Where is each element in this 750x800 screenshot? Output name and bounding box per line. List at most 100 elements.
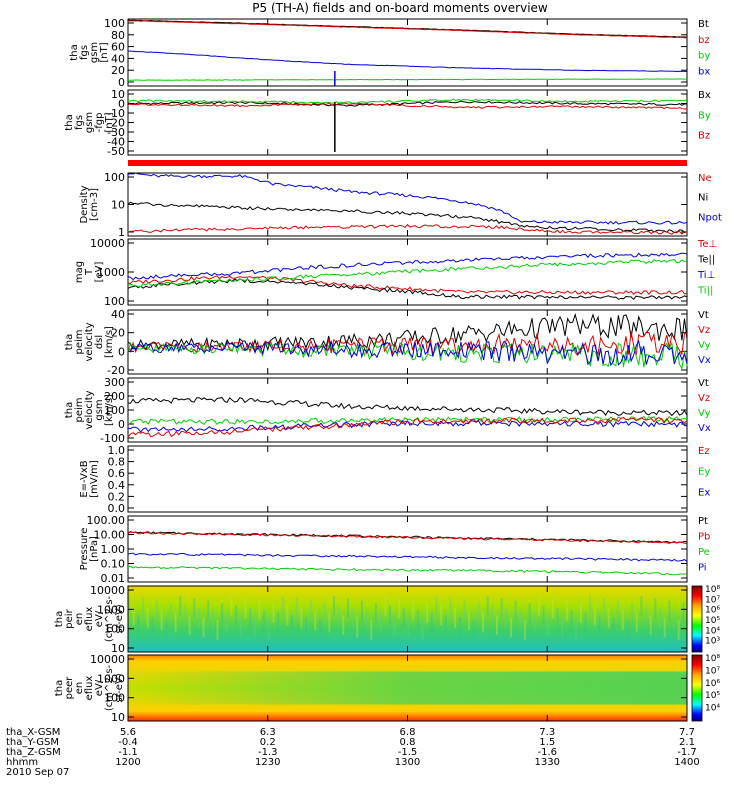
spectrogram-streak: [440, 605, 443, 626]
y-axis-label: thapeimvelocitydsl[km/s]: [64, 322, 115, 361]
y-tick-label: 0.0: [108, 502, 126, 515]
spectrogram-streak: [589, 595, 592, 616]
legend-Pt: Pt: [698, 516, 708, 527]
series-bz: [127, 20, 688, 39]
x-row-value: -1.5: [398, 747, 418, 758]
legend-Bx: Bx: [698, 90, 711, 101]
spectrogram-streak: [579, 603, 582, 623]
x-row-value: 0.2: [260, 737, 276, 748]
x-row-value: 7.7: [679, 727, 695, 738]
spectrogram-streak: [486, 595, 489, 616]
y-tick-label: -50: [107, 145, 125, 158]
spectrogram-streak: [393, 615, 396, 635]
y-tick-label: 60: [111, 41, 125, 54]
spectrogram-streak: [132, 605, 135, 626]
y-axis-label: E=-VxB[mV/m]: [79, 460, 100, 498]
spectrogram-streak: [211, 610, 214, 631]
panel-density: 100 10 1 Density[cm-3] Ne Ni Npot: [79, 171, 722, 239]
spectrogram-streak: [295, 598, 298, 619]
spectrogram-streak: [528, 603, 531, 623]
x-row-value: 1230: [255, 757, 280, 768]
series-Bz: [127, 102, 688, 110]
spectrogram-streak: [472, 619, 475, 640]
series-Ne: [127, 223, 688, 235]
legend-Ti||: Ti||: [697, 286, 713, 297]
spectrogram-streak: [654, 598, 657, 619]
series-Vz: [127, 331, 688, 357]
legend-Npot: Npot: [698, 212, 722, 223]
legend-Ne: Ne: [698, 173, 712, 184]
spectrogram-streak: [677, 619, 680, 640]
legend-Bt: Bt: [698, 19, 709, 30]
y-tick-label: 100.00: [87, 514, 126, 527]
series-Ti||: [127, 259, 688, 288]
y-tick-label: 1.0: [108, 444, 126, 457]
y-tick-label: 100: [104, 692, 125, 705]
spectrogram-streak: [253, 617, 256, 638]
y-tick-label: 100: [104, 623, 125, 636]
y-tick-label: 20: [111, 64, 125, 77]
series-By: [127, 98, 688, 104]
spectrogram-streak: [179, 595, 182, 616]
legend-Ti⊥: Ti⊥: [697, 270, 715, 281]
spectrogram-streak: [416, 610, 419, 631]
series-Vy: [127, 341, 688, 371]
x-row-label: hhmm: [6, 757, 38, 768]
series-Npot: [127, 172, 688, 225]
spectrogram-streak: [305, 617, 308, 638]
spectrogram-streak: [300, 607, 303, 628]
spectrogram-streak: [491, 605, 494, 626]
spectrogram-streak: [141, 598, 144, 619]
spectrogram-streak: [402, 607, 405, 628]
spectrogram-streak: [346, 598, 349, 619]
legend-Ey: Ey: [698, 467, 710, 478]
legend-Te||: Te||: [697, 255, 715, 266]
y-axis-label: Density[cm-3]: [79, 185, 100, 223]
y-tick-label: 10: [111, 199, 125, 212]
spectrogram-streak: [505, 607, 508, 628]
spectrogram: [128, 586, 687, 652]
colorbar: [691, 654, 703, 722]
colorbar-label: 10⁵: [705, 616, 720, 626]
y-axis-label: thafgsgsm[nT]: [69, 42, 110, 63]
figure-title: P5 (TH-A) fields and on-board moments ov…: [252, 1, 548, 15]
series-Vy: [127, 415, 688, 426]
x-row-value: 2.1: [679, 737, 695, 748]
spectrogram-streak: [314, 610, 317, 631]
colorbar: [691, 585, 703, 653]
legend-By: By: [698, 110, 711, 121]
x-row-value: 1.5: [539, 737, 555, 748]
spectrogram-streak: [360, 600, 363, 621]
colorbar-label: 10⁴: [705, 704, 720, 714]
spectrogram-streak: [584, 612, 587, 633]
y-tick-label: 100: [104, 404, 125, 417]
spectrogram-streak: [635, 612, 638, 633]
spectrogram-streak: [370, 619, 373, 640]
spectrogram-streak: [291, 615, 294, 635]
y-tick-label: 10: [111, 711, 125, 724]
spectrogram-streak: [430, 612, 433, 633]
x-row-value: 1400: [674, 757, 699, 768]
y-tick-label: -100: [100, 432, 125, 445]
x-row-value: 7.3: [539, 727, 555, 738]
spectrogram-streak: [626, 619, 629, 640]
panel-efield: 1.00.80.60.40.20.0 E=-VxB[mV/m] Ez Ey Ex: [79, 444, 710, 515]
y-tick-label: 100: [104, 17, 125, 30]
spectrogram-streak: [277, 612, 280, 633]
spectrogram-streak: [607, 607, 610, 628]
series-Pb: [127, 531, 688, 544]
spectrogram-streak: [673, 610, 676, 631]
spectrogram-streak: [169, 603, 172, 623]
x-row-value: -1.6: [537, 747, 557, 758]
panel-vel_dsl: 40 20 0 -20 thapeimvelocitydsl[km/s] Vt Vz Vy Vx: [64, 308, 711, 377]
spectrogram-streak: [193, 598, 196, 619]
spectrogram-streak: [523, 619, 526, 640]
legend-Vt: Vt: [698, 310, 709, 321]
y-tick-label: 10.00: [94, 529, 126, 542]
y-tick-label: 0.10: [101, 558, 126, 571]
y-tick-label: 0.01: [101, 572, 126, 585]
spectrogram-streak: [183, 605, 186, 626]
spectrogram-streak: [482, 612, 485, 633]
spectrogram-streak: [663, 617, 666, 638]
